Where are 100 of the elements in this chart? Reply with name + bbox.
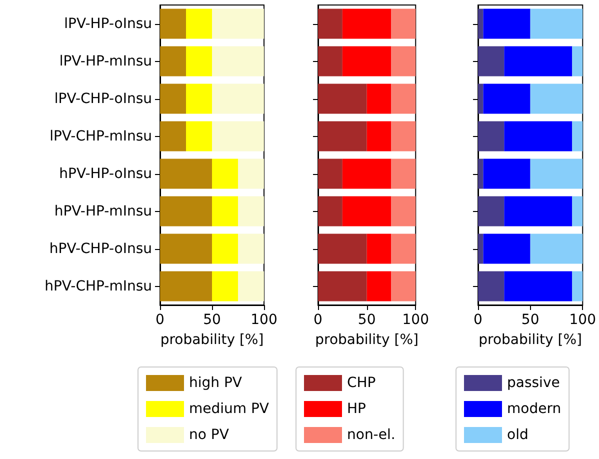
- x-tick-label: 0: [156, 312, 164, 328]
- bar: [530, 158, 583, 189]
- bar: [160, 234, 212, 264]
- bar: [572, 271, 583, 302]
- bar: [391, 234, 416, 264]
- bar: [483, 84, 530, 114]
- bar: [318, 84, 367, 114]
- bar: [391, 8, 416, 39]
- x-tick-label: 100: [569, 312, 596, 328]
- bar: [238, 158, 264, 189]
- bar: [478, 84, 484, 114]
- x-tick-label: 50: [203, 312, 221, 328]
- x-tick-label: 100: [250, 312, 278, 328]
- bar: [160, 271, 212, 302]
- y-tick-label: lPV-CHP-oInsu: [54, 90, 152, 107]
- bar: [318, 46, 342, 76]
- bar: [483, 158, 530, 189]
- bar: [504, 121, 572, 152]
- bar: [212, 196, 238, 226]
- y-tick-label: hPV-HP-oInsu: [59, 166, 152, 182]
- bar: [478, 196, 504, 226]
- bar: [342, 8, 392, 39]
- bar: [318, 271, 367, 302]
- bar: [478, 158, 484, 189]
- bar: [530, 8, 583, 39]
- bar: [318, 8, 342, 39]
- bar: [483, 234, 530, 264]
- bar: [212, 121, 264, 152]
- bar: [483, 8, 530, 39]
- bar: [238, 196, 264, 226]
- legend-label: non-el.: [347, 427, 396, 443]
- bar: [478, 121, 504, 152]
- bar: [478, 8, 484, 39]
- bar: [391, 121, 416, 152]
- bar: [530, 234, 583, 264]
- bar: [391, 84, 416, 114]
- bar: [212, 234, 238, 264]
- bar: [212, 46, 264, 76]
- bar: [342, 196, 392, 226]
- bar: [186, 84, 212, 114]
- bar: [572, 196, 583, 226]
- x-tick-label: 100: [402, 312, 430, 328]
- legend-label: HP: [347, 401, 366, 417]
- x-tick-label: 0: [474, 312, 482, 328]
- bar: [504, 46, 572, 76]
- bar: [366, 84, 392, 114]
- x-axis-title: probability [%]: [315, 332, 419, 348]
- bar: [530, 84, 583, 114]
- bar: [504, 271, 572, 302]
- y-tick-label: lPV-HP-mInsu: [59, 53, 152, 70]
- y-tick-label: hPV-HP-mInsu: [54, 203, 152, 220]
- bar: [478, 234, 484, 264]
- bar: [212, 158, 238, 189]
- bar: [572, 121, 583, 152]
- y-tick-label: lPV-CHP-mInsu: [50, 128, 152, 144]
- bar: [238, 271, 264, 302]
- x-tick-label: 50: [358, 312, 376, 328]
- bar: [342, 158, 392, 189]
- bar: [391, 46, 416, 76]
- bar: [318, 234, 367, 264]
- legend-label: no PV: [189, 427, 230, 443]
- bar: [212, 84, 264, 114]
- legend-label: medium PV: [189, 401, 270, 417]
- bar: [318, 121, 367, 152]
- x-tick-label: 50: [521, 312, 540, 328]
- bar: [504, 196, 572, 226]
- bar: [391, 196, 416, 226]
- x-axis-title: probability [%]: [478, 332, 582, 348]
- bar: [212, 8, 264, 39]
- bar: [160, 121, 186, 152]
- bar: [160, 158, 212, 189]
- bar: [186, 46, 212, 76]
- bar: [160, 196, 212, 226]
- bar: [342, 46, 392, 76]
- bar: [478, 46, 504, 76]
- bar: [391, 271, 416, 302]
- bar: [160, 46, 186, 76]
- y-tick-label: lPV-HP-oInsu: [64, 16, 152, 32]
- bar: [366, 121, 392, 152]
- legend-label: old: [507, 427, 528, 443]
- bar: [186, 121, 212, 152]
- y-tick-label: hPV-CHP-mInsu: [44, 278, 152, 294]
- bar: [238, 234, 264, 264]
- bar: [366, 271, 392, 302]
- legend-label: high PV: [189, 375, 242, 391]
- bar: [160, 8, 186, 39]
- y-tick-label: hPV-CHP-oInsu: [49, 240, 152, 257]
- bar: [478, 271, 504, 302]
- bar: [318, 158, 342, 189]
- x-axis-title: probability [%]: [160, 332, 264, 348]
- bar: [366, 234, 392, 264]
- legend-label: modern: [507, 401, 562, 417]
- bar: [318, 196, 342, 226]
- bar: [391, 158, 416, 189]
- legend-label: passive: [507, 375, 560, 391]
- bar: [212, 271, 238, 302]
- x-tick-label: 0: [314, 312, 322, 328]
- bar: [572, 46, 583, 76]
- bar: [160, 84, 186, 114]
- bar: [186, 8, 212, 39]
